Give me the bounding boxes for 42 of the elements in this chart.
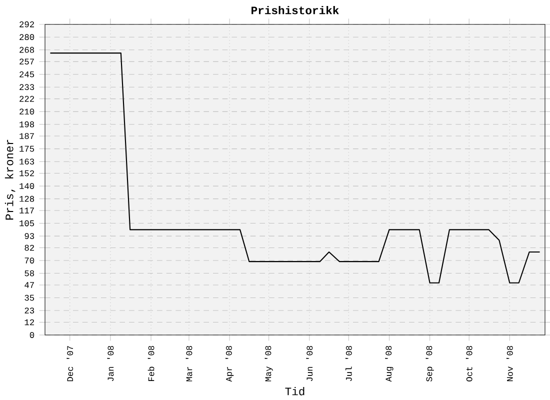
y-tick-label: 175 (20, 146, 34, 152)
y-tick-label: 187 (20, 133, 34, 139)
y-tick-label: 198 (20, 121, 34, 128)
x-tick-label: May '08 (264, 346, 273, 382)
x-tick-label: Dec '07 (66, 346, 74, 382)
y-tick-label: 245 (20, 71, 34, 78)
x-tick-label: Sep '08 (426, 346, 434, 382)
y-tick-label: 58 (24, 270, 34, 276)
y-tick-label: 140 (20, 183, 34, 189)
x-tick-label: Jul '08 (345, 346, 352, 382)
y-tick-label: 47 (24, 282, 34, 288)
y-tick-label: 280 (20, 34, 34, 40)
y-axis-title: Pris, kroner (4, 140, 16, 220)
y-tick-label: 0 (30, 332, 34, 338)
x-tick-label: Apr '08 (226, 346, 234, 382)
y-tick-label: 82 (24, 244, 34, 251)
x-tick-label: Aug '08 (385, 346, 394, 382)
x-tick-label: Oct '08 (466, 346, 472, 382)
y-tick-label: 93 (24, 233, 34, 239)
line-series (50, 52, 540, 284)
x-tick-label: Mar '08 (186, 346, 192, 382)
chart-title: Prishistorikk (252, 6, 339, 14)
y-tick-label: 152 (20, 170, 34, 176)
x-axis-title: Tid (285, 386, 304, 396)
y-tick-label: 23 (24, 308, 34, 314)
y-tick-label: 12 (24, 319, 34, 326)
y-tick-label: 210 (20, 108, 34, 115)
y-tick-label: 117 (20, 208, 34, 214)
y-tick-label: 292 (20, 21, 34, 28)
x-tick-label: Feb '08 (148, 346, 154, 381)
y-tick-label: 128 (20, 196, 34, 202)
y-tick-label: 257 (20, 58, 34, 65)
y-tick-label: 105 (20, 220, 34, 226)
y-tick-label: 35 (24, 294, 34, 301)
x-tick-label: Jan '08 (107, 346, 114, 382)
y-tick-label: 233 (20, 84, 34, 90)
x-tick-label: Jun '08 (306, 346, 313, 382)
y-tick-label: 268 (20, 46, 34, 53)
x-tick-label: Nov '08 (506, 346, 513, 382)
y-tick-label: 163 (20, 158, 34, 165)
y-tick-label: 70 (24, 258, 34, 264)
y-tick-label: 222 (20, 96, 34, 102)
